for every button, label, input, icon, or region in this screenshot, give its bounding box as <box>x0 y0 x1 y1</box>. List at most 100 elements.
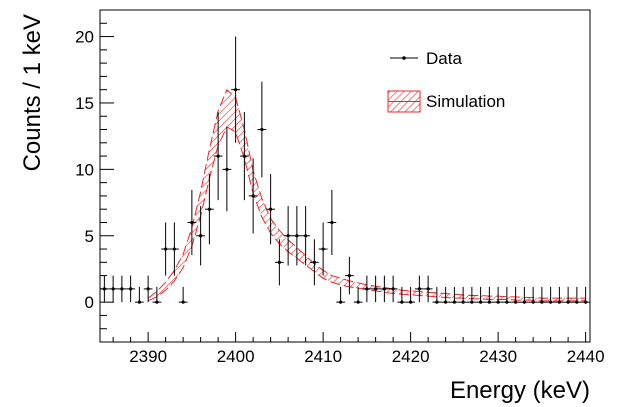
data-point <box>310 239 319 286</box>
data-marker <box>487 300 491 304</box>
data-marker <box>164 247 168 251</box>
data-marker <box>120 287 124 291</box>
y-tick-label: 10 <box>75 160 94 179</box>
data-marker <box>295 234 299 238</box>
data-marker <box>269 207 273 211</box>
data-point <box>248 158 258 234</box>
legend-label-data: Data <box>426 49 462 68</box>
data-marker <box>417 287 421 291</box>
data-point <box>213 112 223 201</box>
x-tick-label: 2440 <box>567 347 605 366</box>
data-marker <box>286 234 290 238</box>
x-tick-label: 2390 <box>129 347 167 366</box>
data-point <box>292 206 302 266</box>
data-point <box>432 286 442 304</box>
data-marker <box>356 300 360 304</box>
data-marker <box>400 300 404 304</box>
data-marker <box>181 300 185 304</box>
data-marker <box>129 287 133 291</box>
data-point <box>441 286 450 304</box>
data-marker <box>312 260 316 264</box>
y-tick-label: 0 <box>85 293 94 312</box>
data-point <box>283 206 293 266</box>
data-marker <box>426 287 430 291</box>
x-axis-title: Energy (keV) <box>450 377 590 404</box>
data-point <box>108 275 118 303</box>
data-point <box>467 286 477 304</box>
data-marker <box>330 220 334 225</box>
data-point <box>143 275 153 303</box>
data-point <box>493 286 503 304</box>
x-tick-label: 2420 <box>392 347 430 366</box>
data-point <box>240 112 249 201</box>
data-point <box>546 286 555 304</box>
data-point <box>187 189 197 256</box>
data-point <box>135 286 144 304</box>
data-point <box>170 222 179 276</box>
data-point <box>327 189 337 256</box>
data-marker <box>505 300 509 304</box>
data-point <box>161 222 170 276</box>
data-marker <box>216 154 220 158</box>
data-marker <box>339 300 343 304</box>
data-point <box>222 127 232 212</box>
legend: Data Simulation <box>387 49 505 113</box>
data-point <box>485 286 494 304</box>
data-point <box>406 286 415 304</box>
data-point <box>502 286 512 304</box>
simulation-upper-edge <box>147 88 586 299</box>
data-point <box>581 286 590 304</box>
data-marker <box>172 247 176 251</box>
data-marker <box>549 300 553 304</box>
data-marker <box>365 287 369 291</box>
x-tick-label: 2400 <box>217 347 255 366</box>
data-marker <box>347 274 351 278</box>
data-marker <box>409 300 413 304</box>
data-point <box>528 286 538 304</box>
simulation-band-layer <box>147 88 586 302</box>
data-point <box>353 286 363 304</box>
data-marker <box>321 247 325 251</box>
x-tick-label: 2410 <box>304 347 342 366</box>
x-tick-label: 2430 <box>479 347 517 366</box>
data-marker <box>155 300 159 304</box>
data-point <box>563 286 573 304</box>
y-axis-ticks: 0 5 10 15 20 <box>75 9 114 343</box>
data-marker <box>251 194 255 198</box>
data-marker <box>575 300 579 304</box>
data-marker <box>304 234 308 238</box>
data-point <box>301 206 310 266</box>
data-marker <box>435 300 439 304</box>
data-point <box>257 81 267 178</box>
y-tick-label: 20 <box>75 28 94 47</box>
data-marker <box>137 300 141 304</box>
data-marker <box>190 220 194 225</box>
y-axis-title: Counts / 1 keV <box>19 14 46 171</box>
y-tick-label: 5 <box>85 227 94 246</box>
data-marker <box>111 287 115 291</box>
data-points-layer <box>100 36 590 304</box>
data-point <box>371 275 380 303</box>
data-marker <box>444 300 448 304</box>
data-point <box>450 286 459 304</box>
data-point <box>537 286 547 304</box>
data-point <box>336 286 345 304</box>
data-point <box>126 275 135 303</box>
legend-item-data: Data <box>390 49 462 68</box>
data-point <box>196 206 205 266</box>
data-point <box>555 286 564 304</box>
data-marker <box>199 234 203 238</box>
data-point <box>266 174 275 245</box>
data-point <box>178 286 188 304</box>
data-marker <box>566 300 570 304</box>
data-marker <box>557 300 561 304</box>
plot-frame <box>99 9 591 343</box>
data-point <box>520 286 529 304</box>
data-marker <box>522 300 526 304</box>
data-marker <box>514 300 518 304</box>
data-marker <box>391 287 395 291</box>
data-point <box>397 286 407 304</box>
data-marker <box>242 154 246 158</box>
data-point <box>423 275 433 303</box>
data-marker <box>146 287 150 291</box>
